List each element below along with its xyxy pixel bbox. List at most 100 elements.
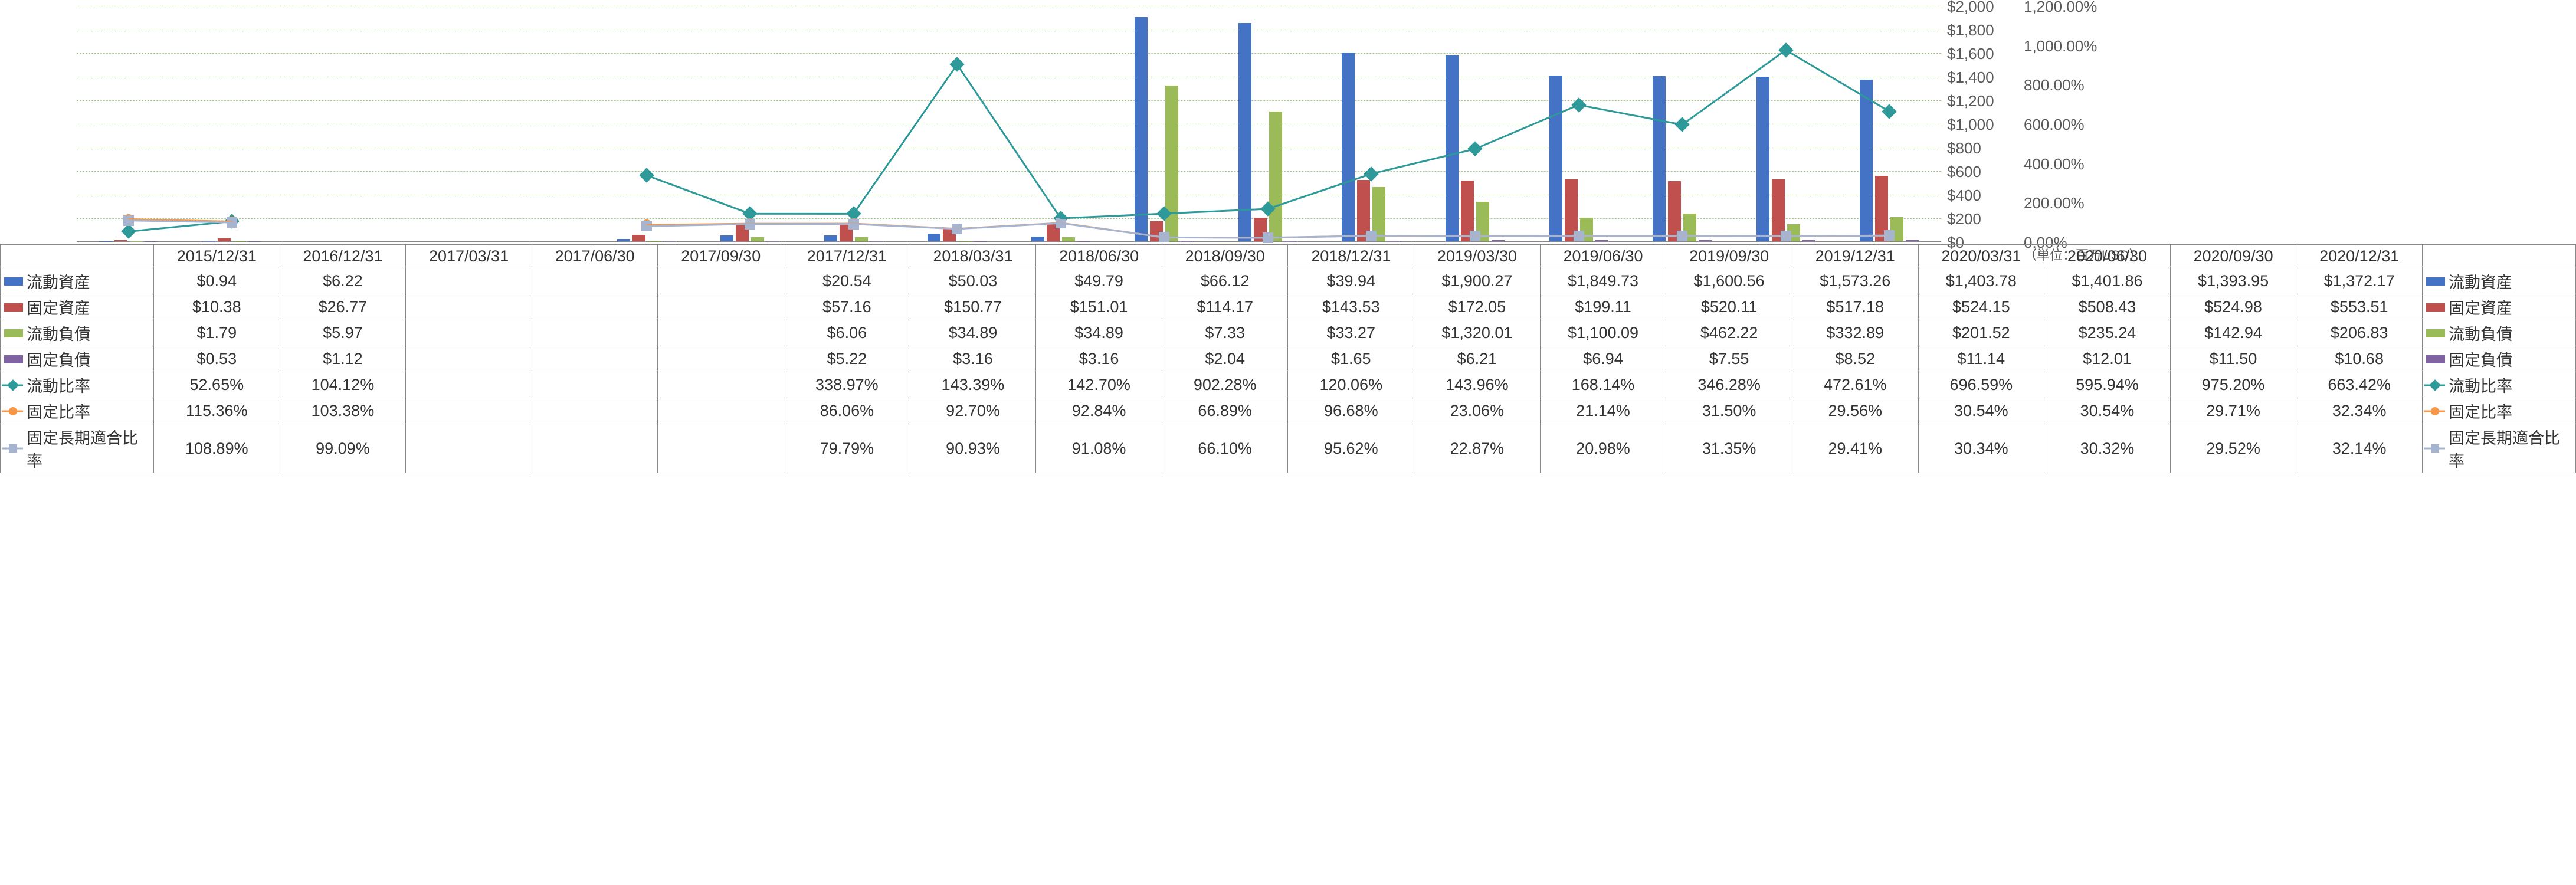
date-header: 2016/12/31 (280, 245, 406, 268)
table-cell (532, 372, 658, 398)
date-header: 2020/06/30 (2044, 245, 2171, 268)
y-label-pct: 1,200.00% (2024, 0, 2142, 16)
table-cell: $462.22 (1666, 320, 1792, 346)
date-header: 2020/12/31 (2296, 245, 2423, 268)
row-header-流動比率: 流動比率 (1, 372, 154, 398)
row-header-固定資産: 固定資産 (1, 294, 154, 320)
table-cell: $114.17 (1162, 294, 1288, 320)
table-cell: 29.41% (1792, 424, 1918, 473)
table-cell: $34.89 (1036, 320, 1162, 346)
table-row: 固定負債$0.53$1.12$5.22$3.16$3.16$2.04$1.65$… (1, 346, 2576, 372)
date-header: 2018/03/31 (910, 245, 1036, 268)
table-corner (1, 245, 154, 268)
table-cell (406, 424, 532, 473)
y-label-pct: 400.00% (2024, 155, 2142, 173)
bar-流動負債 (1062, 237, 1075, 241)
table-cell: $6.94 (1540, 346, 1666, 372)
table-cell (406, 346, 532, 372)
table-cell: $11.50 (2170, 346, 2296, 372)
bar-固定資産 (114, 240, 127, 241)
date-header: 2018/06/30 (1036, 245, 1162, 268)
marker-固定長期適合比率 (952, 224, 962, 234)
marker-固定長期適合比率 (1884, 230, 1895, 241)
table-cell: 20.98% (1540, 424, 1666, 473)
table-cell: 96.68% (1288, 398, 1414, 424)
right-legend-label: 固定負債 (2449, 352, 2512, 369)
table-cell: $2.04 (1162, 346, 1288, 372)
table-cell (406, 320, 532, 346)
table-cell (532, 294, 658, 320)
table-cell: 104.12% (280, 372, 406, 398)
table-cell: 92.70% (910, 398, 1036, 424)
table-cell: $1,849.73 (1540, 268, 1666, 294)
marker-固定長期適合比率 (1781, 231, 1791, 241)
table-cell: $6.21 (1414, 346, 1541, 372)
bar-流動資産 (1860, 80, 1873, 241)
bar-固定負債 (1492, 240, 1505, 241)
table-row: 流動負債$1.79$5.97$6.06$34.89$34.89$7.33$33.… (1, 320, 2576, 346)
grid-line (77, 53, 1941, 54)
bar-流動負債 (1269, 112, 1282, 241)
table-cell: 30.32% (2044, 424, 2171, 473)
table-cell: 29.71% (2170, 398, 2296, 424)
marker-固定長期適合比率 (848, 219, 859, 230)
bar-流動負債 (1165, 86, 1178, 241)
legend-swatch (4, 277, 23, 286)
table-cell: $7.55 (1666, 346, 1792, 372)
row-label: 流動資産 (27, 274, 90, 291)
table-cell: 30.34% (1918, 424, 2044, 473)
right-legend-cell: 固定負債 (2423, 346, 2576, 372)
table-cell: 29.52% (2170, 424, 2296, 473)
date-header: 2017/06/30 (532, 245, 658, 268)
bar-流動資産 (824, 235, 837, 241)
table-cell: $1,100.09 (1540, 320, 1666, 346)
legend-marker (9, 444, 17, 453)
right-legend-label: 流動資産 (2449, 274, 2512, 291)
table-cell: $517.18 (1792, 294, 1918, 320)
table-cell: $332.89 (1792, 320, 1918, 346)
table-cell: $1.65 (1288, 346, 1414, 372)
date-header: 2019/12/31 (1792, 245, 1918, 268)
date-header: 2019/06/30 (1540, 245, 1666, 268)
table-cell: 346.28% (1666, 372, 1792, 398)
table-cell: 95.62% (1288, 424, 1414, 473)
table-row: 流動資産$0.94$6.22$20.54$50.03$49.79$66.12$3… (1, 268, 2576, 294)
table-cell: $11.14 (1918, 346, 2044, 372)
bar-固定資産 (218, 238, 231, 241)
table-cell: $1,393.95 (2170, 268, 2296, 294)
table-cell (658, 424, 784, 473)
row-label: 固定負債 (27, 352, 90, 369)
row-header-固定比率: 固定比率 (1, 398, 154, 424)
table-cell: $49.79 (1036, 268, 1162, 294)
table-cell: $10.38 (154, 294, 280, 320)
table-cell: $57.16 (784, 294, 910, 320)
bar-流動資産 (720, 235, 733, 241)
bar-固定負債 (1595, 240, 1608, 241)
bar-流動資産 (1238, 23, 1251, 241)
marker-固定長期適合比率 (1159, 232, 1169, 242)
table-cell (406, 398, 532, 424)
table-cell: 663.42% (2296, 372, 2423, 398)
table-cell: 79.79% (784, 424, 910, 473)
right-legend-cell: 固定長期適合比率 (2423, 424, 2576, 473)
table-cell: 99.09% (280, 424, 406, 473)
legend-swatch (2426, 303, 2445, 312)
y-label-usd: $200 (1947, 210, 2018, 228)
table-cell: 975.20% (2170, 372, 2296, 398)
table-cell (532, 346, 658, 372)
table-cell: 30.54% (2044, 398, 2171, 424)
table-cell: $33.27 (1288, 320, 1414, 346)
table-cell: 472.61% (1792, 372, 1918, 398)
table-cell: 103.38% (280, 398, 406, 424)
table-cell: 32.34% (2296, 398, 2423, 424)
row-label: 固定長期適合比率 (27, 430, 138, 470)
table-cell: $6.22 (280, 268, 406, 294)
chart-container: $0$200$400$600$800$1,000$1,200$1,400$1,6… (0, 0, 2576, 885)
table-cell: 23.06% (1414, 398, 1541, 424)
marker-流動比率 (121, 224, 136, 239)
right-legend-cell: 固定比率 (2423, 398, 2576, 424)
table-cell: $524.98 (2170, 294, 2296, 320)
table-header-row: 2015/12/312016/12/312017/03/312017/06/30… (1, 245, 2576, 268)
table-cell: $150.77 (910, 294, 1036, 320)
table-cell: $20.54 (784, 268, 910, 294)
